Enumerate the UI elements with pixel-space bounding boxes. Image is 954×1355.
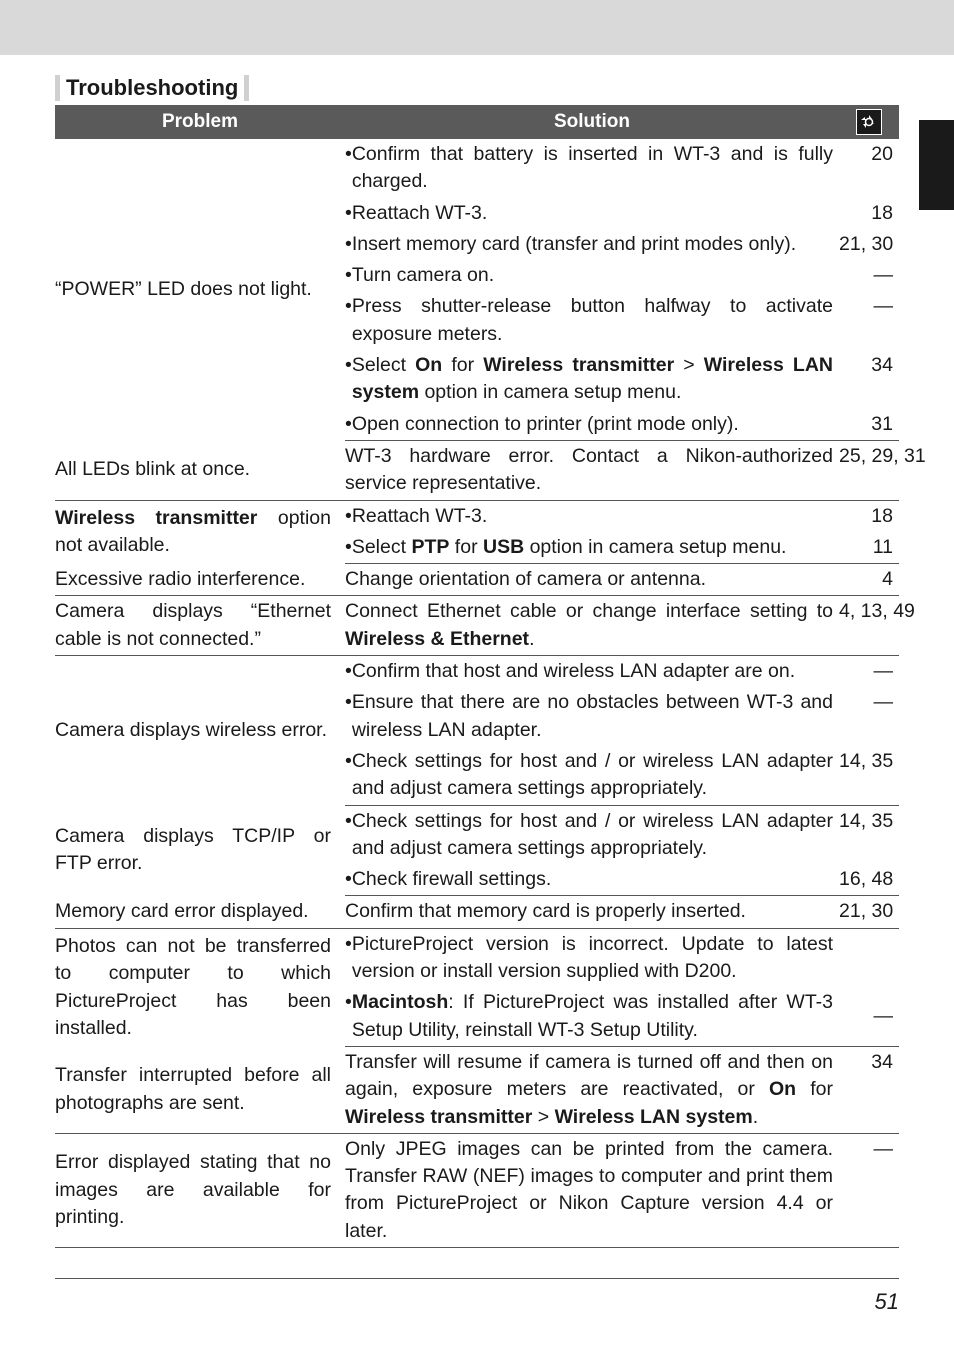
pageref-cell: 34 xyxy=(839,1046,899,1133)
solution-cell: • Ensure that there are no obstacles bet… xyxy=(345,687,839,746)
solution-cell: • PictureProject version is incorrect. U… xyxy=(345,928,839,987)
problem-cell: Excessive radio interference. xyxy=(55,564,345,596)
table-row: All LEDs blink at once.WT-3 hardware err… xyxy=(55,440,899,500)
table-row: Wireless transmitter option not availabl… xyxy=(55,500,899,532)
table-row: Error displayed stating that no images a… xyxy=(55,1133,899,1247)
problem-cell: Photos can not be transferred to compute… xyxy=(55,928,345,1046)
pageref-cell: — xyxy=(839,687,899,746)
pageref-cell: 20 xyxy=(839,139,899,198)
problem-cell: “POWER” LED does not light. xyxy=(55,139,345,440)
pageref-cell: 14, 35 xyxy=(839,746,899,805)
page-content: Troubleshooting Problem Solution “POWER” xyxy=(0,75,954,1355)
pageref-cell: 31 xyxy=(839,409,899,441)
solution-cell: • Check settings for host and / or wirel… xyxy=(345,805,839,864)
solution-cell: Change orientation of camera or antenna. xyxy=(345,564,839,596)
problem-cell: Camera displays wireless error. xyxy=(55,656,345,805)
solution-cell: • Open connection to printer (print mode… xyxy=(345,409,839,441)
problem-cell: Memory card error displayed. xyxy=(55,896,345,928)
header-problem: Problem xyxy=(55,105,345,139)
solution-cell: • Confirm that battery is inserted in WT… xyxy=(345,139,839,198)
solution-cell: Confirm that memory card is properly ins… xyxy=(345,896,839,928)
solution-cell: • Macintosh: If PictureProject was insta… xyxy=(345,987,839,1046)
solution-cell: • Reattach WT-3. xyxy=(345,198,839,229)
top-gray-bar xyxy=(0,0,954,55)
table-body: “POWER” LED does not light.• Confirm tha… xyxy=(55,139,899,1247)
pageref-cell: — xyxy=(839,1133,899,1247)
problem-cell: Transfer interrupted before all photogra… xyxy=(55,1046,345,1133)
thumb-index-tab xyxy=(919,120,954,210)
pageref-cell: 4 xyxy=(839,564,899,596)
pageref-cell: 21, 30 xyxy=(839,896,899,928)
solution-cell: • Select On for Wireless transmitter > W… xyxy=(345,350,839,409)
problem-cell: All LEDs blink at once. xyxy=(55,440,345,500)
pageref-icon xyxy=(856,109,882,135)
section-title: Troubleshooting xyxy=(55,75,249,101)
solution-cell: Only JPEG images can be printed from the… xyxy=(345,1133,839,1247)
pageref-cell: — xyxy=(839,987,899,1046)
header-pageref xyxy=(839,105,899,139)
page-footer: 51 xyxy=(55,1278,899,1315)
pageref-cell xyxy=(839,928,899,987)
solution-cell: • Select PTP for USB option in camera se… xyxy=(345,532,839,564)
problem-cell: Wireless transmitter option not availabl… xyxy=(55,500,345,564)
solution-cell: Transfer will resume if camera is turned… xyxy=(345,1046,839,1133)
pageref-cell: 14, 35 xyxy=(839,805,899,864)
solution-cell: • Check firewall settings. xyxy=(345,864,839,896)
table-row: Excessive radio interference.Change orie… xyxy=(55,564,899,596)
pageref-cell: 34 xyxy=(839,350,899,409)
solution-cell: • Press shutter-release button halfway t… xyxy=(345,291,839,350)
table-row: Transfer interrupted before all photogra… xyxy=(55,1046,899,1133)
pageref-cell: 25, 29, 31 xyxy=(839,440,899,500)
table-row: Camera displays “Ethernet cable is not c… xyxy=(55,596,899,656)
problem-cell: Camera displays “Ethernet cable is not c… xyxy=(55,596,345,656)
solution-cell: WT-3 hardware error. Contact a Nikon-aut… xyxy=(345,440,839,500)
solution-cell: • Confirm that host and wireless LAN ada… xyxy=(345,656,839,688)
pageref-cell: — xyxy=(839,260,899,291)
table-row: Photos can not be transferred to compute… xyxy=(55,928,899,987)
header-solution: Solution xyxy=(345,105,839,139)
pageref-cell: 16, 48 xyxy=(839,864,899,896)
page-number: 51 xyxy=(875,1289,899,1314)
solution-cell: Connect Ethernet cable or change interfa… xyxy=(345,596,839,656)
pageref-cell: 18 xyxy=(839,198,899,229)
solution-cell: • Reattach WT-3. xyxy=(345,500,839,532)
solution-cell: • Turn camera on. xyxy=(345,260,839,291)
pageref-cell: — xyxy=(839,656,899,688)
pageref-cell: 4, 13, 49 xyxy=(839,596,899,656)
table-header-row: Problem Solution xyxy=(55,105,899,139)
solution-cell: • Check settings for host and / or wirel… xyxy=(345,746,839,805)
pageref-cell: 18 xyxy=(839,500,899,532)
table-row: “POWER” LED does not light.• Confirm tha… xyxy=(55,139,899,198)
problem-cell: Error displayed stating that no images a… xyxy=(55,1133,345,1247)
troubleshooting-table: Problem Solution “POWER” LED does not li… xyxy=(55,105,899,1248)
table-row: Camera displays TCP/IP or FTP error.• Ch… xyxy=(55,805,899,864)
pageref-cell: 11 xyxy=(839,532,899,564)
pageref-cell: 21, 30 xyxy=(839,229,899,260)
table-row: Camera displays wireless error.• Confirm… xyxy=(55,656,899,688)
problem-cell: Camera displays TCP/IP or FTP error. xyxy=(55,805,345,896)
pageref-cell: — xyxy=(839,291,899,350)
table-row: Memory card error displayed.Confirm that… xyxy=(55,896,899,928)
solution-cell: • Insert memory card (transfer and print… xyxy=(345,229,839,260)
